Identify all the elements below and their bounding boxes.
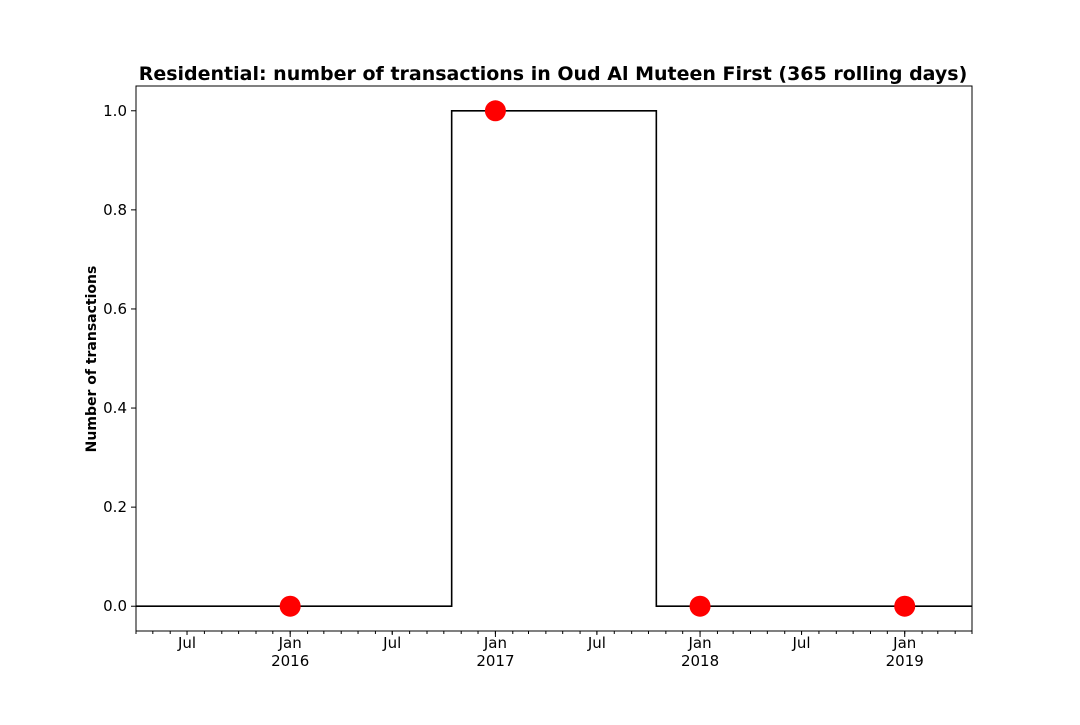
y-tick-label: 0.6	[103, 300, 127, 318]
chart-title: Residential: number of transactions in O…	[139, 63, 968, 85]
x-tick-year-label: 2018	[681, 652, 719, 670]
x-tick-year-label: 2019	[886, 652, 924, 670]
x-tick-label: Jan	[892, 634, 916, 652]
data-point-marker	[279, 595, 301, 617]
data-point-marker	[484, 100, 506, 122]
data-point-marker	[689, 595, 711, 617]
x-tick-label: Jan	[483, 634, 507, 652]
x-tick-year-label: 2016	[271, 652, 309, 670]
x-tick-label: Jan	[278, 634, 302, 652]
plot-frame	[135, 85, 973, 632]
y-tick-label: 0.2	[103, 498, 127, 516]
y-tick-label: 0.0	[103, 597, 127, 615]
y-tick-label: 0.4	[103, 399, 127, 417]
y-tick-label: 0.8	[103, 201, 127, 219]
x-tick-label: Jul	[791, 634, 810, 652]
data-point-marker	[894, 595, 916, 617]
y-axis-label: Number of transactions	[84, 266, 100, 453]
x-tick-label: Jul	[587, 634, 606, 652]
x-tick-label: Jul	[382, 634, 401, 652]
x-tick-year-label: 2017	[476, 652, 514, 670]
x-tick-label: Jan	[687, 634, 711, 652]
step-line	[136, 109, 972, 608]
y-tick-label: 1.0	[103, 102, 127, 120]
x-tick-label: Jul	[177, 634, 196, 652]
